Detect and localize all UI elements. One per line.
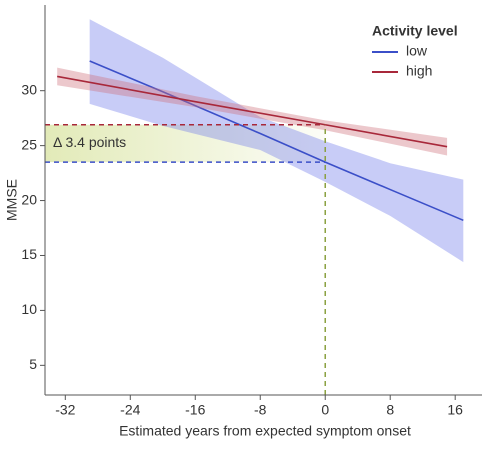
y-tick-label: 15	[21, 246, 37, 262]
difference-region	[45, 124, 326, 163]
y-tick-label: 20	[21, 191, 37, 207]
y-tick-label: 30	[21, 81, 37, 97]
y-tick-label: 10	[21, 301, 37, 317]
legend-title: Activity level	[372, 23, 458, 39]
line	[57, 75, 448, 148]
y-tick-label: 5	[29, 356, 37, 372]
x-tick-label: -24	[120, 402, 140, 418]
x-tick-label: -8	[254, 402, 267, 418]
legend-label: high	[406, 63, 432, 79]
x-tick-label: 0	[321, 402, 329, 418]
y-tick-label: 25	[21, 136, 37, 152]
line	[89, 60, 464, 222]
x-tick-label: 16	[447, 402, 463, 418]
annotation: Δ 3.4 points	[53, 134, 126, 150]
x-axis-label: Estimated years from expected symptom on…	[119, 423, 411, 439]
x-tick-label: 8	[386, 402, 394, 418]
y-axis-label: MMSE	[4, 179, 20, 221]
x-tick-label: -16	[185, 402, 205, 418]
x-tick-label: -32	[55, 402, 75, 418]
legend-label: low	[406, 43, 428, 59]
